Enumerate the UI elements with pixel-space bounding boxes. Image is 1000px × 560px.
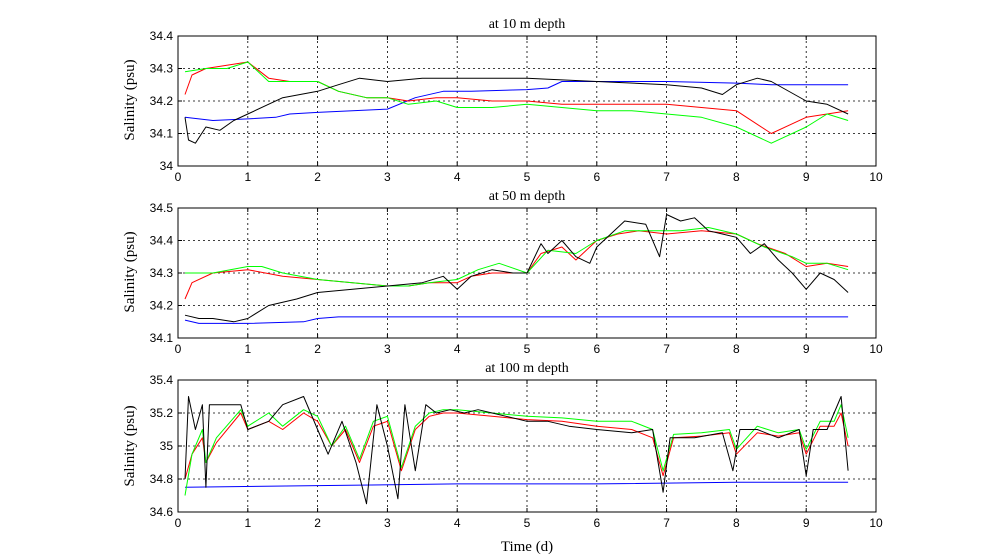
- x-tick-label: 10: [869, 342, 883, 356]
- series-line-1: [184, 81, 849, 121]
- y-tick-label: 34.3: [150, 266, 174, 280]
- x-tick-label: 3: [384, 342, 391, 356]
- series-line-1: [184, 316, 849, 324]
- y-tick-label: 34.2: [150, 299, 174, 313]
- panel-100m: at 100 m depth Salinity (psu) Time (d) 0…: [122, 361, 883, 555]
- x-tick-label: 1: [244, 342, 251, 356]
- y-tick-label: 35.2: [150, 406, 174, 420]
- x-tick-label: 0: [175, 516, 182, 530]
- xlabel-time: Time (d): [501, 539, 553, 555]
- x-tick-label: 6: [593, 516, 600, 530]
- x-tick-label: 6: [593, 170, 600, 184]
- x-tick-label: 4: [454, 170, 461, 184]
- x-tick-label: 5: [524, 342, 531, 356]
- x-tick-label: 6: [593, 342, 600, 356]
- x-tick-label: 5: [524, 170, 531, 184]
- y-tick-label: 34.4: [150, 234, 174, 248]
- y-tick-label: 34.3: [150, 62, 174, 76]
- x-tick-label: 8: [733, 516, 740, 530]
- series-line-4: [184, 77, 849, 144]
- x-tick-label: 8: [733, 170, 740, 184]
- series-line-4: [184, 214, 849, 323]
- panel-title-50m: at 50 m depth: [489, 189, 566, 204]
- x-tick-label: 7: [663, 170, 670, 184]
- ylabel-10m: Salinity (psu): [122, 59, 138, 140]
- series-line-3: [184, 61, 849, 144]
- x-tick-label: 10: [869, 170, 883, 184]
- x-tick-label: 9: [803, 342, 810, 356]
- panel-50m: at 50 m depth Salinity (psu) 0 1 2 3 4 5 6 7 8 9 1…: [122, 189, 883, 356]
- x-tick-label: 7: [663, 516, 670, 530]
- x-tick-label: 4: [454, 342, 461, 356]
- x-tick-label: 4: [454, 516, 461, 530]
- y-tick-label: 34.8: [150, 472, 174, 486]
- x-tick-label: 2: [314, 170, 321, 184]
- x-tick-label: 5: [524, 516, 531, 530]
- x-tick-label: 7: [663, 342, 670, 356]
- x-tick-label: 2: [314, 516, 321, 530]
- series-line-1: [184, 481, 849, 488]
- y-tick-label: 34.6: [150, 505, 174, 519]
- x-tick-label: 0: [175, 342, 182, 356]
- x-tick-label: 3: [384, 170, 391, 184]
- panel-title-100m: at 100 m depth: [485, 361, 569, 376]
- x-tick-label: 10: [869, 516, 883, 530]
- ylabel-100m: Salinity (psu): [122, 405, 138, 486]
- x-tick-label: 1: [244, 516, 251, 530]
- y-tick-label: 34.2: [150, 94, 174, 108]
- y-tick-label: 34.4: [150, 29, 174, 43]
- x-tick-label: 0: [175, 170, 182, 184]
- x-tick-label: 9: [803, 170, 810, 184]
- y-tick-label: 35.4: [150, 373, 174, 387]
- y-tick-label: 34: [160, 159, 174, 173]
- y-tick-label: 34.1: [150, 331, 174, 345]
- ylabel-50m: Salinity (psu): [122, 231, 138, 312]
- y-tick-label: 34.1: [150, 127, 174, 141]
- panel-title-10m: at 10 m depth: [489, 17, 566, 32]
- y-tick-label: 35: [160, 439, 174, 453]
- x-tick-label: 2: [314, 342, 321, 356]
- series-line-4: [184, 396, 849, 505]
- x-tick-label: 3: [384, 516, 391, 530]
- x-tick-label: 8: [733, 342, 740, 356]
- x-tick-label: 1: [244, 170, 251, 184]
- y-tick-label: 34.5: [150, 201, 174, 215]
- x-tick-label: 9: [803, 516, 810, 530]
